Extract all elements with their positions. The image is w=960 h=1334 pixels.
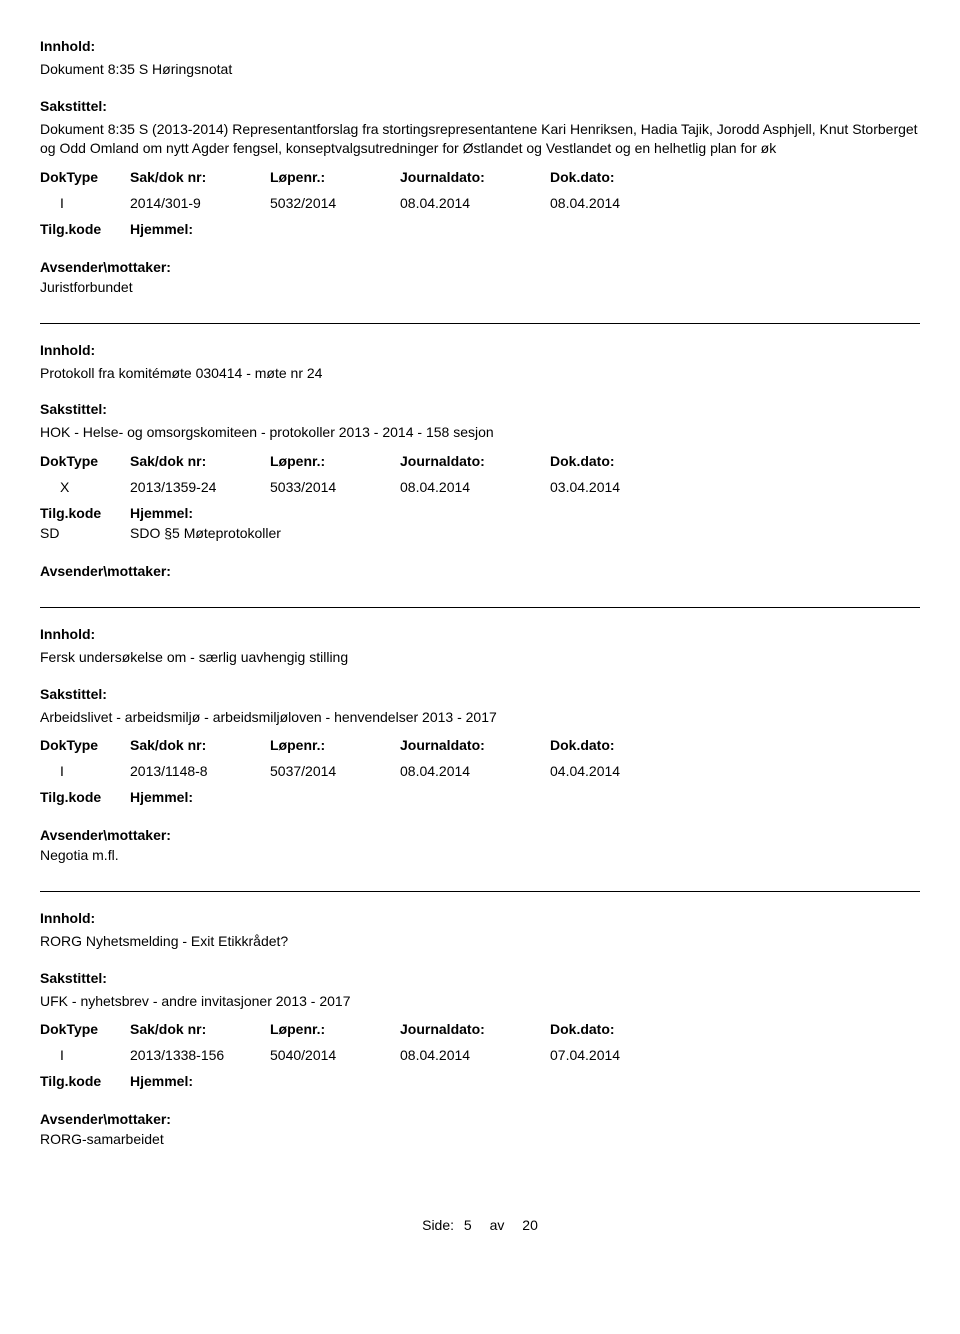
dokdato-value: 07.04.2014 [550, 1047, 700, 1063]
dokdato-header: Dok.dato: [550, 737, 700, 753]
doktype-header: DokType [40, 737, 130, 753]
page-footer: Side: 5 av 20 [40, 1217, 920, 1233]
journal-page: Innhold: Dokument 8:35 S Høringsnotat Sa… [0, 0, 960, 1273]
journaldato-header: Journaldato: [400, 169, 550, 185]
tilgkode-value: SD [40, 525, 130, 541]
lopenr-value: 5032/2014 [270, 195, 400, 211]
record-divider [40, 607, 920, 608]
sakstittel-label: Sakstittel: [40, 970, 920, 986]
tilg-hjemmel-values: SD SDO §5 Møteprotokoller [40, 525, 920, 541]
saknr-header: Sak/dok nr: [130, 169, 270, 185]
hjemmel-label: Hjemmel: [130, 1073, 193, 1089]
hjemmel-label: Hjemmel: [130, 789, 193, 805]
tilgkode-label: Tilg.kode [40, 789, 130, 805]
sakstittel-label: Sakstittel: [40, 98, 920, 114]
journal-record: Innhold: Fersk undersøkelse om - særlig … [40, 626, 920, 863]
journal-record: Innhold: RORG Nyhetsmelding - Exit Etikk… [40, 910, 920, 1147]
tilg-hjemmel-header: Tilg.kode Hjemmel: [40, 789, 920, 805]
doktype-header: DokType [40, 453, 130, 469]
tilgkode-label: Tilg.kode [40, 505, 130, 521]
lopenr-header: Løpenr.: [270, 453, 400, 469]
innhold-label: Innhold: [40, 342, 920, 358]
journaldato-value: 08.04.2014 [400, 1047, 550, 1063]
footer-page-number: 5 [464, 1217, 472, 1233]
innhold-value: RORG Nyhetsmelding - Exit Etikkrådet? [40, 932, 920, 952]
sakstittel-label: Sakstittel: [40, 401, 920, 417]
lopenr-header: Løpenr.: [270, 1021, 400, 1037]
hjemmel-value: SDO §5 Møteprotokoller [130, 525, 281, 541]
doktype-value: I [40, 1047, 130, 1063]
dokdato-header: Dok.dato: [550, 169, 700, 185]
lopenr-value: 5037/2014 [270, 763, 400, 779]
sakstittel-value: UFK - nyhetsbrev - andre invitasjoner 20… [40, 992, 920, 1012]
innhold-label: Innhold: [40, 910, 920, 926]
tilgkode-label: Tilg.kode [40, 221, 130, 237]
meta-header-row: DokType Sak/dok nr: Løpenr.: Journaldato… [40, 737, 920, 753]
dokdato-value: 03.04.2014 [550, 479, 700, 495]
saknr-value: 2013/1148-8 [130, 763, 270, 779]
innhold-value: Fersk undersøkelse om - særlig uavhengig… [40, 648, 920, 668]
tilgkode-label: Tilg.kode [40, 1073, 130, 1089]
tilg-hjemmel-header: Tilg.kode Hjemmel: [40, 221, 920, 237]
footer-total-pages: 20 [522, 1217, 538, 1233]
sakstittel-value: Dokument 8:35 S (2013-2014) Representant… [40, 120, 920, 159]
record-divider [40, 891, 920, 892]
journaldato-header: Journaldato: [400, 1021, 550, 1037]
sakstittel-value: Arbeidslivet - arbeidsmiljø - arbeidsmil… [40, 708, 920, 728]
innhold-label: Innhold: [40, 38, 920, 54]
dokdato-value: 04.04.2014 [550, 763, 700, 779]
doktype-value: I [40, 195, 130, 211]
sakstittel-label: Sakstittel: [40, 686, 920, 702]
saknr-value: 2013/1338-156 [130, 1047, 270, 1063]
meta-value-row: I 2014/301-9 5032/2014 08.04.2014 08.04.… [40, 195, 920, 211]
tilg-hjemmel-header: Tilg.kode Hjemmel: [40, 1073, 920, 1089]
journaldato-value: 08.04.2014 [400, 763, 550, 779]
footer-av-label: av [490, 1217, 505, 1233]
journaldato-header: Journaldato: [400, 453, 550, 469]
journaldato-header: Journaldato: [400, 737, 550, 753]
doktype-header: DokType [40, 1021, 130, 1037]
avsender-value: Juristforbundet [40, 279, 920, 295]
doktype-value: X [40, 479, 130, 495]
meta-value-row: I 2013/1338-156 5040/2014 08.04.2014 07.… [40, 1047, 920, 1063]
meta-value-row: I 2013/1148-8 5037/2014 08.04.2014 04.04… [40, 763, 920, 779]
dokdato-header: Dok.dato: [550, 453, 700, 469]
saknr-value: 2013/1359-24 [130, 479, 270, 495]
avsender-label: Avsender\mottaker: [40, 1111, 920, 1127]
footer-side-label: Side: [422, 1217, 454, 1233]
saknr-header: Sak/dok nr: [130, 737, 270, 753]
avsender-value: Negotia m.fl. [40, 847, 920, 863]
lopenr-header: Løpenr.: [270, 737, 400, 753]
journal-record: Innhold: Protokoll fra komitémøte 030414… [40, 342, 920, 579]
avsender-label: Avsender\mottaker: [40, 563, 920, 579]
meta-value-row: X 2013/1359-24 5033/2014 08.04.2014 03.0… [40, 479, 920, 495]
dokdato-value: 08.04.2014 [550, 195, 700, 211]
innhold-label: Innhold: [40, 626, 920, 642]
doktype-value: I [40, 763, 130, 779]
avsender-label: Avsender\mottaker: [40, 259, 920, 275]
journal-record: Innhold: Dokument 8:35 S Høringsnotat Sa… [40, 38, 920, 295]
innhold-value: Dokument 8:35 S Høringsnotat [40, 60, 920, 80]
tilg-hjemmel-header: Tilg.kode Hjemmel: [40, 505, 920, 521]
journaldato-value: 08.04.2014 [400, 479, 550, 495]
avsender-value: RORG-samarbeidet [40, 1131, 920, 1147]
dokdato-header: Dok.dato: [550, 1021, 700, 1037]
record-divider [40, 323, 920, 324]
lopenr-header: Løpenr.: [270, 169, 400, 185]
journaldato-value: 08.04.2014 [400, 195, 550, 211]
lopenr-value: 5040/2014 [270, 1047, 400, 1063]
saknr-header: Sak/dok nr: [130, 453, 270, 469]
hjemmel-label: Hjemmel: [130, 505, 193, 521]
doktype-header: DokType [40, 169, 130, 185]
saknr-header: Sak/dok nr: [130, 1021, 270, 1037]
hjemmel-label: Hjemmel: [130, 221, 193, 237]
meta-header-row: DokType Sak/dok nr: Løpenr.: Journaldato… [40, 169, 920, 185]
avsender-label: Avsender\mottaker: [40, 827, 920, 843]
saknr-value: 2014/301-9 [130, 195, 270, 211]
meta-header-row: DokType Sak/dok nr: Løpenr.: Journaldato… [40, 453, 920, 469]
meta-header-row: DokType Sak/dok nr: Løpenr.: Journaldato… [40, 1021, 920, 1037]
sakstittel-value: HOK - Helse- og omsorgskomiteen - protok… [40, 423, 920, 443]
innhold-value: Protokoll fra komitémøte 030414 - møte n… [40, 364, 920, 384]
lopenr-value: 5033/2014 [270, 479, 400, 495]
